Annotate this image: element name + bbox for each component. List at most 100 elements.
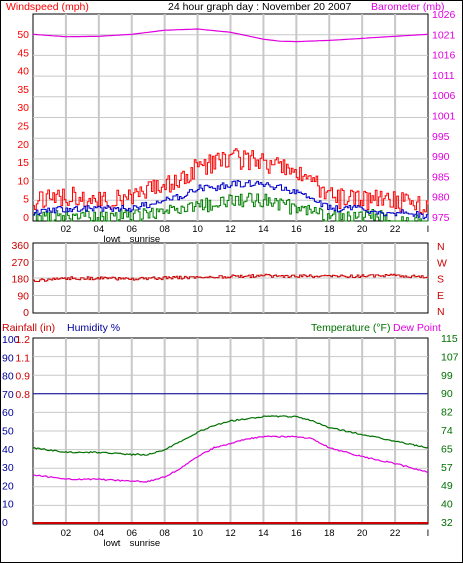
humidity-axis-label: Humidity % (67, 322, 120, 334)
sunrise-marker: sunrise (130, 234, 161, 245)
barometer-tick-label: 1026 (432, 9, 456, 21)
humidity-tick-label: 40 (2, 444, 14, 456)
temperature-tick-label: 115 (441, 333, 458, 345)
x-tick-label: 16 (291, 224, 302, 235)
x-tick-label: 16 (291, 528, 302, 539)
wind-series (32, 28, 429, 222)
x-tick-label: 04 (94, 528, 105, 539)
barometer-tick-label: 1006 (432, 90, 456, 102)
humidity-tick-label: 60 (2, 407, 14, 419)
wind-tick-label: 35 (17, 84, 29, 96)
barometer-tick-label: 1016 (432, 50, 456, 62)
wind-tick-label: 30 (17, 102, 29, 114)
wind-tick-label: 15 (17, 157, 29, 169)
humidity-tick-label: 30 (2, 462, 14, 474)
x-tick-label: 10 (192, 528, 203, 539)
humidity-tick-label: 70 (2, 389, 14, 401)
wind-tick-label: 10 (17, 175, 29, 187)
rain-tick-label: 1.1 (15, 352, 30, 364)
temperature-grid (33, 338, 428, 524)
direction-y-ticks: 360 270 180 90 0 (11, 240, 29, 319)
rain-tick-label: 0.9 (15, 371, 30, 383)
direction-series (33, 273, 429, 282)
barometer-line (32, 28, 429, 43)
lowt-marker: lowt (104, 234, 121, 245)
rain-axis-label: Rainfall (in) (2, 322, 55, 334)
x-tick-label: 04 (94, 224, 105, 235)
x-tick-label: 12 (225, 224, 236, 235)
temperature-tick-label: 107 (441, 351, 459, 363)
sunrise-marker: sunrise (130, 538, 161, 549)
temperature-tick-label: 65 (441, 443, 453, 455)
x-tick-label: 18 (324, 528, 335, 539)
wind-tick-label: 5 (23, 194, 29, 206)
compass-tick-label: W (437, 257, 447, 269)
wind-gust-line (33, 148, 429, 215)
wind-tick-label: 0 (23, 212, 29, 224)
barometer-tick-label: 1001 (432, 111, 456, 123)
x-tick-label: 22 (390, 224, 401, 235)
temperature-tick-label: 90 (441, 388, 453, 400)
x-tick-label: 20 (357, 528, 368, 539)
wind-tick-label: 20 (17, 139, 29, 151)
compass-tick-label: S (437, 274, 444, 286)
barometer-tick-label: 985 (432, 171, 450, 183)
x-tick-label: 02 (61, 528, 72, 539)
temperature-series (32, 393, 429, 524)
wind-tick-label: 50 (17, 29, 29, 41)
x-tick-label: 06 (126, 528, 137, 539)
temperature-y-ticks: 115 107 99 90 82 74 65 57 49 40 32 (441, 333, 459, 529)
temperature-tick-label: 74 (441, 425, 453, 437)
temperature-tick-label: 49 (441, 480, 453, 492)
humidity-tick-label: 90 (2, 352, 14, 364)
x-tick-label: 18 (324, 224, 335, 235)
direction-tick-label: 360 (11, 240, 29, 252)
lowt-marker: lowt (104, 538, 121, 549)
x-tick-label: 20 (357, 224, 368, 235)
temperature-tick-label: 32 (441, 517, 453, 529)
x-tick-label: 12 (225, 528, 236, 539)
x-tick-label: I (427, 224, 430, 235)
temperature-tick-label: 99 (441, 370, 453, 382)
x-tick-label: 22 (390, 528, 401, 539)
compass-tick-label: E (437, 290, 444, 302)
wind-axis-label: Windspeed (mph) (6, 1, 89, 13)
x-tick-label: 14 (258, 528, 269, 539)
dew-point-label: Dew Point (393, 322, 441, 334)
x-tick-label: 08 (159, 528, 170, 539)
compass-tick-label: N (437, 306, 445, 318)
temperature-tick-label: 40 (441, 499, 453, 511)
humidity-tick-label: 100 (2, 334, 20, 346)
x-tick-label: I (427, 528, 430, 539)
temperature-tick-label: 57 (441, 462, 453, 474)
barometer-tick-label: 990 (432, 151, 450, 163)
x-tick-label: 08 (159, 224, 170, 235)
barometer-tick-label: 975 (432, 212, 450, 224)
barometer-y-ticks: 1026 1021 1016 1011 1006 1001 995 990 985 980 975 (432, 9, 456, 224)
x-tick-label: 10 (192, 224, 203, 235)
temperature-line (32, 415, 429, 456)
direction-tick-label: 0 (23, 307, 29, 319)
barometer-tick-label: 1011 (432, 70, 455, 82)
graph-title: 24 hour graph day : November 20 2007 (168, 1, 351, 13)
wind-tick-label: 40 (17, 66, 29, 78)
x-tick-label: 02 (61, 224, 72, 235)
humidity-tick-label: 0 (2, 517, 8, 529)
direction-tick-label: 270 (11, 257, 29, 269)
barometer-tick-label: 1021 (432, 29, 456, 41)
wind-grid (33, 14, 428, 221)
barometer-tick-label: 980 (432, 192, 450, 204)
humidity-tick-label: 20 (2, 480, 14, 492)
x-tick-label: 06 (126, 224, 137, 235)
compass-tick-label: N (437, 241, 445, 253)
temperature-axis-label: Temperature (°F) (311, 322, 390, 334)
wind-tick-label: 45 (17, 47, 29, 59)
dew-point-line (32, 435, 429, 483)
